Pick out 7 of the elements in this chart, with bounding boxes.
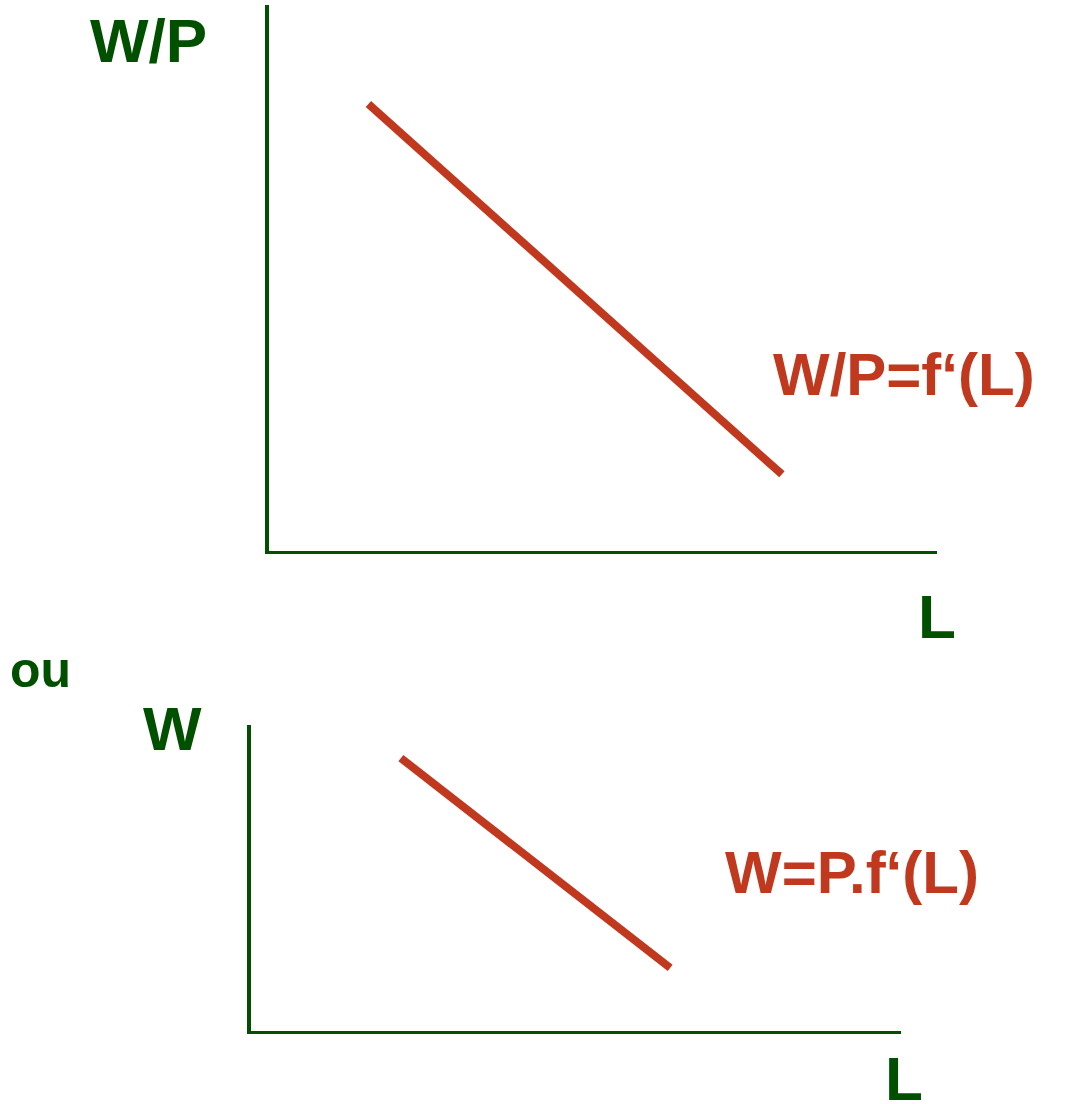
y-axis-title: W/P [90, 6, 208, 75]
y-axis-title: W [143, 694, 202, 763]
annotation: W/P=f‘(L) [773, 341, 1035, 408]
x-axis-title: L [885, 1044, 923, 1104]
chart-title: ou [10, 642, 72, 698]
annotation: W=P.f‘(L) [725, 839, 979, 906]
x-axis-title: L [918, 582, 956, 651]
